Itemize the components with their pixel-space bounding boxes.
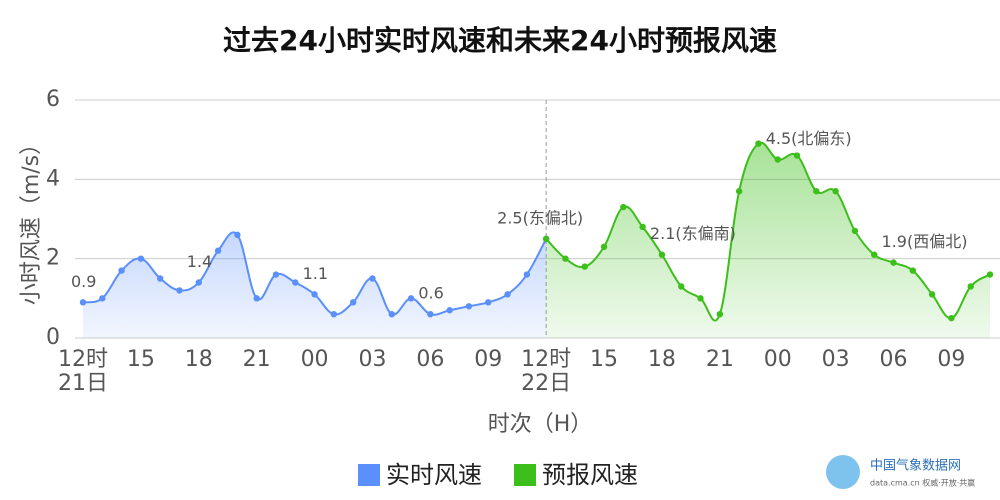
data-point [793,152,801,159]
x-tick-label: 00 [301,347,329,372]
data-point [118,267,125,274]
x-tick-label: 06 [880,347,908,372]
data-point [774,156,781,163]
data-point [851,227,859,235]
data-point [581,263,588,270]
area [83,232,547,338]
data-point [427,311,434,318]
x-tick-label: 18 [648,347,676,372]
data-point [678,283,685,290]
data-label: 2.1(东偏南) [650,224,736,243]
data-point [735,188,743,195]
legend-label: 实时风速 [386,461,482,489]
data-point [504,291,511,298]
x-tick-label: 18 [185,347,213,372]
data-point [446,307,453,314]
logo: 中国气象数据网 data.cma.cn 权威·开放·共赢 [826,455,975,489]
data-point [986,271,994,278]
data-point [909,267,917,274]
x-tick-label: 09 [937,347,965,372]
data-point [697,295,704,302]
data-point [176,287,183,294]
area [546,142,990,338]
data-label: 4.5(北偏东) [766,129,852,148]
source: 中国气象数据网 [870,458,961,474]
data-label: 1.4 [187,252,212,271]
logo-icon [826,455,860,489]
x-tick-label: 15 [590,347,618,372]
source-sub: data.cma.cn 权威·开放·共赢 [870,478,975,488]
y-tick-label: 0 [46,325,60,350]
data-label: 0.6 [418,284,443,303]
data-point [214,247,222,254]
data-point [658,251,666,258]
x-tick-label: 12时 22日 [521,347,571,396]
data-label: 2.5(东偏北) [497,208,583,227]
data-point [523,271,531,278]
x-tick-label: 21 [706,347,734,372]
data-point [311,291,318,298]
y-tick-label: 2 [46,246,60,271]
legend-label: 预报风速 [542,461,638,489]
data-label: 1.9(西偏北) [882,232,968,251]
data-point [948,314,955,322]
data-point [600,243,608,250]
data-point [871,251,878,258]
data-point [465,303,473,310]
data-point [388,311,395,318]
data-point [562,255,569,262]
x-tick-label: 00 [764,347,792,372]
x-axis-label: 时次（H） [488,412,593,437]
data-point [156,275,164,282]
data-point [272,271,280,278]
data-label: 1.1 [303,264,328,283]
data-point [813,188,820,195]
data-point [407,295,415,302]
x-tick-label: 12时 21日 [58,347,108,396]
y-axis-label: 小时风速（m/s） [19,133,44,305]
data-point [755,140,762,147]
x-tick-label: 09 [474,347,502,372]
x-tick-label: 06 [416,347,444,372]
y-tick-label: 6 [46,87,60,112]
x-tick-label: 03 [822,347,850,372]
data-point [292,279,299,286]
data-point [137,255,145,262]
data-point [99,295,106,302]
legend-swatch [358,464,380,486]
data-point [832,188,839,195]
data-label: 0.9 [71,272,96,291]
data-point [928,291,936,298]
x-tick-label: 21 [243,347,271,372]
data-point [369,275,376,282]
data-point [349,299,357,306]
data-point [79,299,87,306]
data-point [195,279,202,286]
data-point [639,223,646,231]
legend-swatch [514,464,536,486]
data-point [330,311,338,318]
data-point [253,295,260,302]
chart-title: 过去24小时实时风速和未来24小时预报风速 [223,24,777,57]
data-point [716,311,724,318]
x-tick-label: 15 [127,347,155,372]
y-tick-label: 4 [46,166,60,191]
data-point [620,203,627,211]
data-point [485,299,492,306]
data-point [890,259,897,266]
data-point [967,283,974,290]
x-tick-label: 03 [358,347,386,372]
data-point [234,231,241,239]
data-point [542,235,550,243]
